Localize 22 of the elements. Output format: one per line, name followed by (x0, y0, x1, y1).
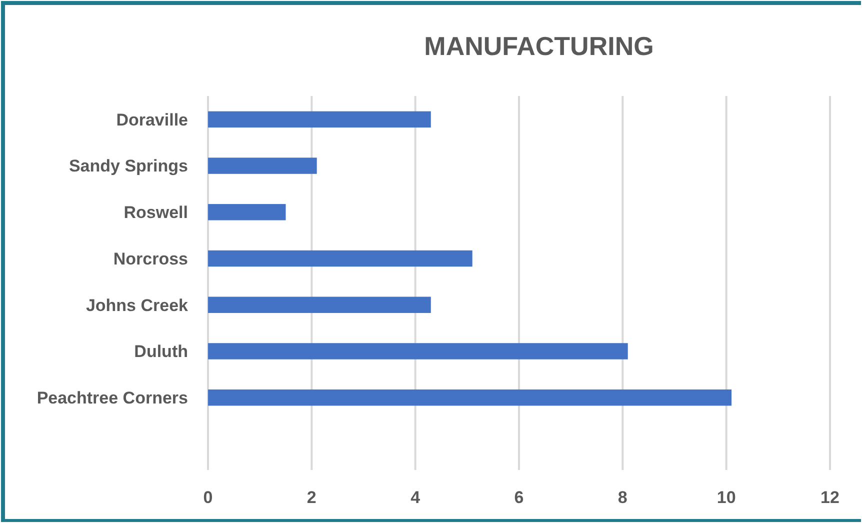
y-tick-label: Doraville (116, 110, 188, 130)
y-tick-label: Sandy Springs (68, 156, 188, 176)
x-tick-label: 2 (306, 488, 316, 507)
bar (208, 250, 472, 267)
y-tick-label: Duluth (134, 342, 188, 362)
x-tick-label: 10 (716, 488, 736, 507)
x-tick-label: 4 (410, 488, 421, 507)
y-tick-label: Johns Creek (86, 296, 189, 315)
chart-title: MANUFACTURING (424, 31, 654, 61)
x-tick-label: 6 (514, 488, 524, 507)
bar (208, 343, 628, 360)
y-tick-label: Roswell (124, 203, 188, 222)
x-tick-label: 12 (820, 488, 840, 507)
x-tick-label: 0 (203, 488, 213, 507)
bar (208, 296, 431, 313)
y-tick-label: Norcross (113, 249, 188, 268)
x-tick-label: 8 (618, 488, 628, 507)
bar (208, 158, 317, 174)
bar (208, 111, 431, 128)
y-tick-label: Peachtree Corners (36, 388, 188, 408)
bar (208, 389, 732, 406)
bar (208, 204, 286, 220)
